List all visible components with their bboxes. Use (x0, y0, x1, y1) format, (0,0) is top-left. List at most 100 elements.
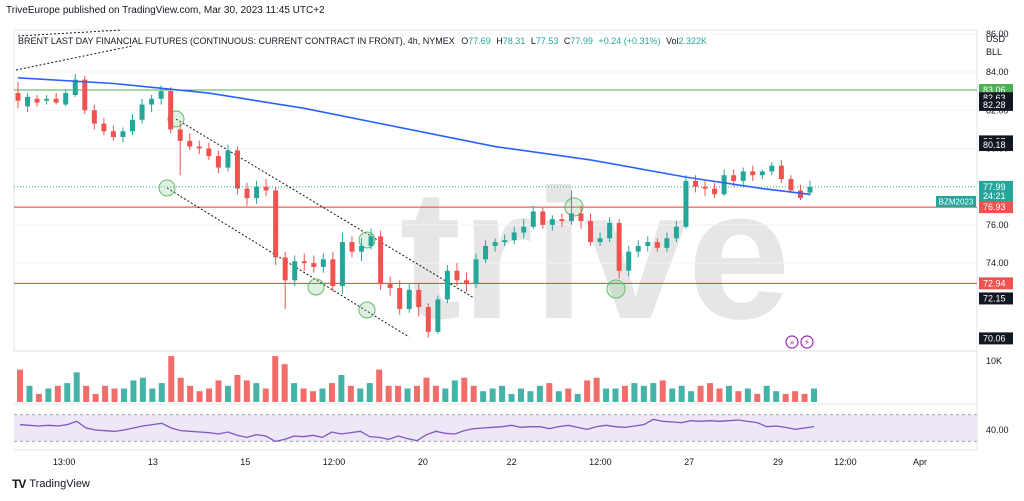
channel-lower-line[interactable] (166, 187, 410, 338)
volume-bar (565, 388, 572, 402)
symbol-tag: BZM2023 (936, 196, 976, 207)
candle-body (435, 299, 441, 332)
volume-bar (707, 383, 714, 402)
pivot-circle[interactable] (358, 301, 376, 319)
candle-body (187, 140, 193, 147)
volume-bar (744, 388, 751, 402)
volume-bar (678, 385, 685, 402)
price-tag-label: 72.15 (983, 293, 1006, 303)
price-tag-label: 77.99 (983, 182, 1006, 192)
candle-body (254, 186, 260, 199)
legend-low-label: L (531, 36, 536, 46)
price-tag-label: 24:21 (983, 191, 1006, 201)
trend-line-top[interactable] (17, 29, 123, 37)
candle-body (502, 240, 508, 243)
candle-body (234, 150, 240, 189)
volume-bar (470, 385, 477, 402)
volume-bar (196, 391, 203, 402)
currency-label[interactable]: USD (986, 34, 1006, 44)
legend-open: 77.69 (468, 36, 491, 46)
volume-bar (215, 380, 222, 402)
volume-bar (385, 385, 392, 402)
volume-bar (328, 383, 335, 402)
volume-bar (801, 393, 808, 402)
volume-bar (725, 385, 732, 402)
candle-body (463, 280, 469, 285)
price-axis: 86.0084.0082.0080.0076.0074.0083.0682.63… (979, 29, 1013, 345)
volume-bar (527, 391, 534, 402)
candle-body (368, 236, 374, 246)
candle-body (626, 251, 632, 271)
candle-body (168, 91, 174, 130)
pivot-circle[interactable] (564, 197, 584, 217)
volume-bar (480, 391, 487, 402)
volume-bar (26, 385, 33, 402)
volume-bar (782, 393, 789, 402)
volume-bar (149, 388, 156, 402)
time-tick-label: 29 (773, 457, 783, 467)
volume-bar (111, 388, 118, 402)
volume-bar (168, 356, 175, 402)
pivot-circle[interactable] (307, 278, 325, 296)
candle-body (797, 190, 803, 199)
volume-bar (461, 377, 468, 402)
replay-icon[interactable] (785, 335, 799, 349)
volume-bar (423, 377, 430, 402)
volume-bar (792, 391, 799, 402)
candle-body (139, 104, 145, 120)
volume-bar (442, 388, 449, 402)
candle-body (149, 98, 155, 105)
candle-body (206, 148, 212, 157)
candle-body (110, 131, 116, 137)
candle-body (215, 156, 221, 168)
rsi-band (14, 414, 977, 442)
channel-upper-line[interactable] (175, 118, 475, 299)
candle-body (44, 98, 50, 101)
time-tick-label: 13:00 (53, 457, 76, 467)
candle-body (196, 146, 202, 149)
volume-bar (291, 383, 298, 402)
lightning-icon[interactable] (800, 335, 814, 349)
price-tag-label: 76.93 (983, 202, 1006, 212)
volume-bar (499, 385, 506, 402)
candle-body (692, 180, 698, 187)
candle-body (511, 232, 517, 241)
candle-body (740, 171, 746, 181)
price-tag-label: 83.06 (983, 85, 1006, 95)
price-tag-label: 82.63 (983, 93, 1006, 103)
legend-symbol: BRENT LAST DAY FINANCIAL FUTURES (CONTIN… (18, 36, 455, 46)
candle-body (568, 213, 574, 222)
volume-bar (650, 383, 657, 402)
candle-body (244, 188, 250, 199)
volume-bar (366, 383, 373, 402)
event-markers[interactable]: » ⚡ (785, 335, 814, 349)
candle-body (645, 242, 651, 246)
candle-body (549, 219, 555, 225)
candle-body (473, 259, 479, 285)
candle-body (444, 270, 450, 300)
pivot-circle[interactable] (158, 179, 176, 197)
volume-bar (763, 385, 770, 402)
candle-body (721, 175, 727, 195)
candle-body (588, 221, 594, 243)
legend-volume: 2.322K (679, 36, 708, 46)
price-tick-label: 86.00 (986, 29, 1009, 39)
volume-bar (187, 385, 194, 402)
candle-body (320, 259, 326, 267)
candle-body (635, 245, 641, 252)
tradingview-mark-icon: TV (12, 477, 26, 491)
volume-bar (347, 385, 354, 402)
pivot-circle[interactable] (606, 279, 626, 299)
time-tick-label: 12:00 (834, 457, 857, 467)
unit-label[interactable]: BLL (986, 47, 1002, 57)
price-tick-label: 76.00 (986, 220, 1009, 230)
tradingview-logo[interactable]: TV TradingView (12, 477, 90, 491)
candle-body (540, 211, 546, 225)
volume-bar (92, 393, 99, 402)
moving-average (17, 76, 811, 196)
volume-bar (688, 391, 695, 402)
candle-body (120, 131, 126, 137)
candle-body (769, 165, 775, 172)
candle-body (416, 289, 422, 308)
